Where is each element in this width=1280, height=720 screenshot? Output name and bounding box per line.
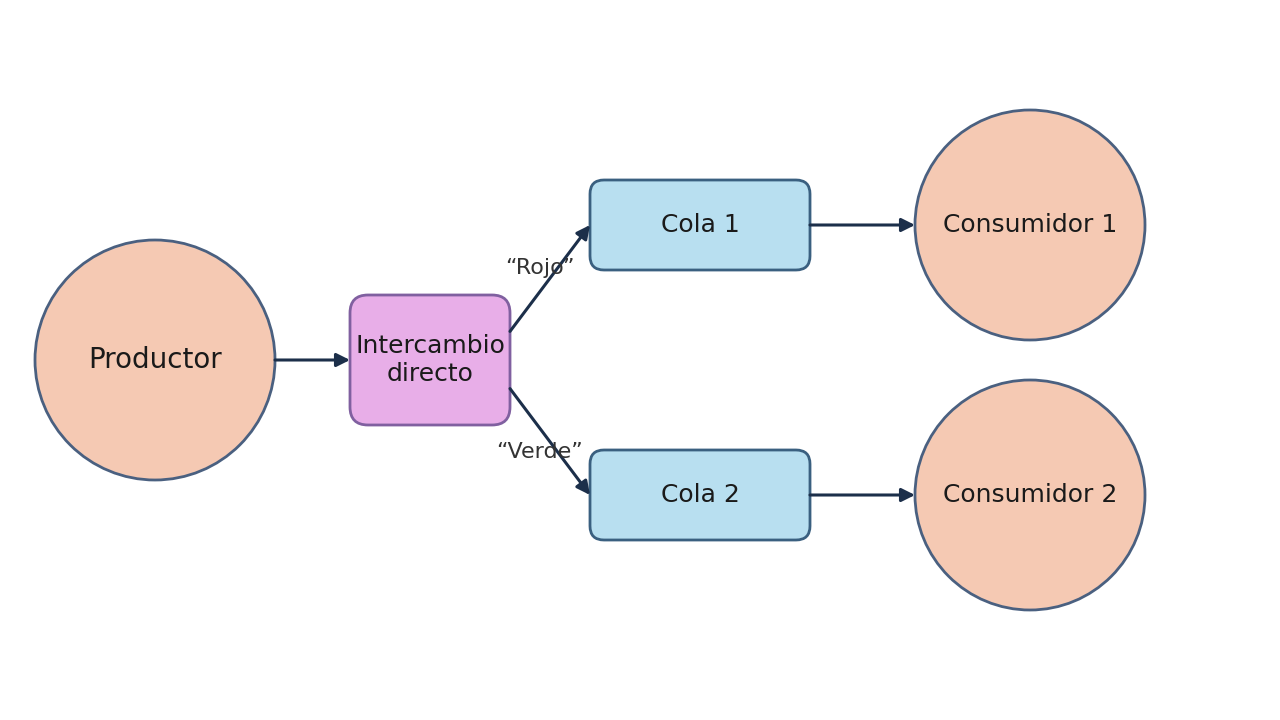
Circle shape — [35, 240, 275, 480]
FancyBboxPatch shape — [590, 180, 810, 270]
Text: Consumidor 1: Consumidor 1 — [943, 213, 1117, 237]
Text: Cola 2: Cola 2 — [660, 483, 740, 507]
FancyBboxPatch shape — [590, 450, 810, 540]
Text: Intercambio
directo: Intercambio directo — [355, 334, 504, 386]
Text: “Verde”: “Verde” — [497, 442, 584, 462]
Circle shape — [915, 110, 1146, 340]
Text: “Rojo”: “Rojo” — [506, 258, 575, 278]
FancyBboxPatch shape — [349, 295, 509, 425]
Text: Productor: Productor — [88, 346, 221, 374]
Circle shape — [915, 380, 1146, 610]
Text: Cola 1: Cola 1 — [660, 213, 740, 237]
Text: Consumidor 2: Consumidor 2 — [943, 483, 1117, 507]
